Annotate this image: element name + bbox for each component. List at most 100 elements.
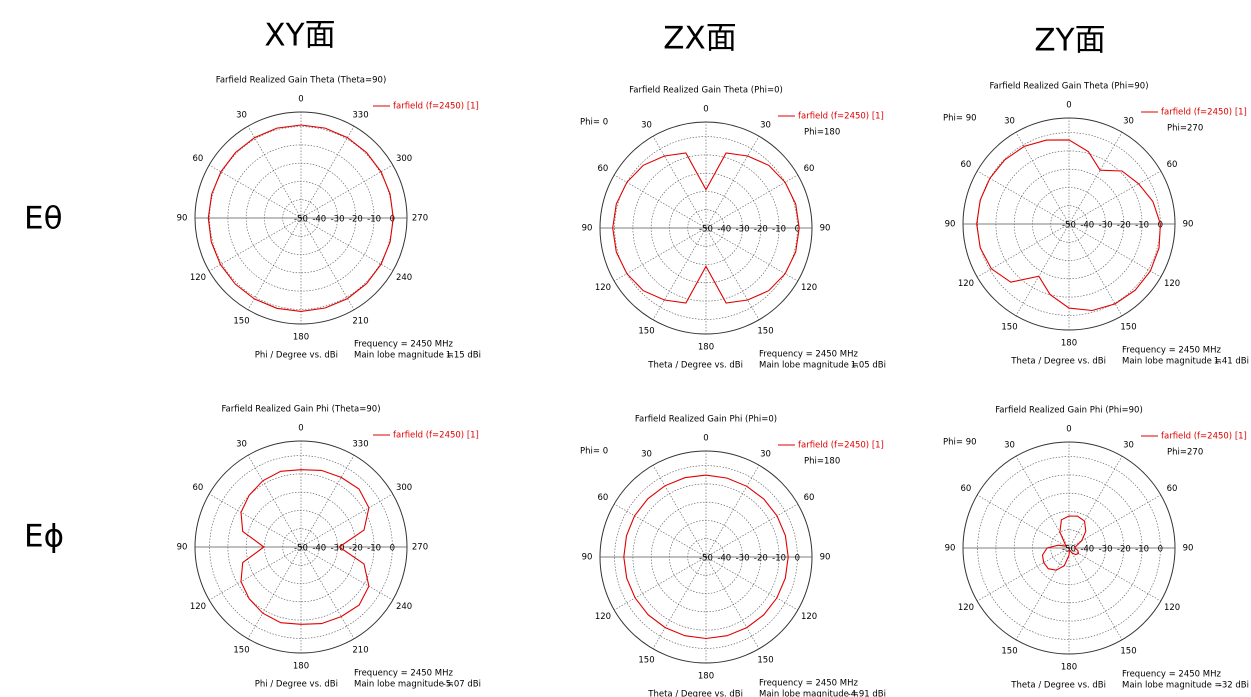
spoke [247,126,302,219]
radial-tick-label: 0 [1158,545,1163,555]
angle-label: 180 [1061,663,1077,673]
angle-label: 90 [1183,220,1194,230]
angle-label: 120 [958,603,974,613]
angle-label: 90 [945,220,956,230]
spoke [1068,132,1123,225]
angle-label: 180 [293,333,309,343]
angle-label: 240 [396,273,412,283]
spoke [1068,170,1161,225]
spoke [977,223,1070,278]
chart-title: Farfield Realized Gain Theta (Phi=0) [629,86,783,96]
angle-label: 210 [352,646,368,656]
row-label: Eϕ [24,519,64,555]
angle-label: 120 [801,283,817,293]
spoke [705,465,760,558]
chart-title: Farfield Realized Gain Phi (Phi=0) [635,415,777,425]
angle-label: 30 [236,439,247,449]
radial-tick-label: -40 [312,215,326,225]
radial-tick-label: -10 [367,544,381,554]
angle-label: 0 [703,434,708,444]
column-header: ZY面 [1034,23,1105,59]
chart-title: Farfield Realized Gain Phi (Theta=90) [221,405,380,415]
spoke [614,174,707,229]
spoke [652,556,707,649]
radial-tick-label: -20 [1117,221,1131,231]
column-header: ZX面 [663,21,736,57]
spoke [1068,547,1123,640]
footer-frequency: Frequency = 2450 MHz [759,350,858,360]
radial-tick-label: -50 [294,544,308,554]
radial-tick-label: -40 [312,544,326,554]
angle-label: 0 [703,105,708,115]
spoke [300,126,355,219]
radial-tick-label: 0 [795,225,800,235]
radial-tick-label: -20 [349,544,363,554]
angle-label: 0 [1066,101,1071,111]
angle-label: 210 [352,317,368,327]
side-label: Phi= 0 [580,118,608,128]
spoke [1068,547,1161,602]
angle-label: 60 [961,484,972,494]
radial-tick-label: -50 [294,215,308,225]
angle-label: 30 [1123,440,1134,450]
angle-label: 180 [1061,339,1077,349]
spoke [977,170,1070,225]
side-label: Phi=270 [1167,448,1203,458]
radial-tick-label: -30 [1099,545,1113,555]
legend-label: farfield (f=2450) [1] [1161,432,1247,442]
radial-tick-label: -10 [772,554,786,564]
spoke [247,217,302,310]
spoke [1068,456,1123,549]
footer-frequency: Frequency = 2450 MHz [759,679,858,689]
pattern-curve [623,474,789,640]
angle-label: 180 [698,343,714,353]
angle-label: 150 [757,327,773,337]
angle-label: 90 [820,224,831,234]
legend-label: farfield (f=2450) [1] [798,441,884,451]
footer-main-lobe-value: 1.41 dBi [1214,357,1249,367]
side-label: Phi=270 [1167,124,1203,134]
angle-label: 180 [698,672,714,682]
footer-axis-label: Theta / Degree vs. dBi [647,361,743,371]
spoke [209,164,302,219]
spoke [614,556,707,611]
angle-label: 60 [598,164,609,174]
footer-main-lobe-label: Main lobe magnitude = [759,690,859,697]
spoke [209,546,302,601]
angle-label: 120 [190,273,206,283]
side-label: Phi= 90 [943,438,977,448]
side-label: Phi= 90 [943,114,977,124]
angle-label: 150 [1120,323,1136,333]
angle-label: 30 [641,449,652,459]
radial-tick-label: -10 [1135,221,1149,231]
chart-title: Farfield Realized Gain Theta (Phi=90) [989,82,1148,92]
angle-label: 0 [298,95,303,105]
footer-axis-label: Theta / Degree vs. dBi [647,690,743,697]
footer-main-lobe-value: -5.07 dBi [443,680,481,690]
radial-tick-label: -10 [367,215,381,225]
angle-label: 90 [1183,544,1194,554]
footer-main-lobe-label: Main lobe magnitude = [354,351,454,361]
radial-tick-label: 0 [795,554,800,564]
spoke [1068,223,1123,316]
angle-label: 60 [961,160,972,170]
footer-axis-label: Phi / Degree vs. dBi [255,351,338,361]
spoke [705,136,760,229]
angle-label: 30 [1004,116,1015,126]
spoke [300,164,393,219]
angle-label: 30 [760,449,771,459]
radial-tick-label: -40 [1080,545,1094,555]
radial-tick-label: -20 [349,215,363,225]
spoke [300,217,393,272]
spoke [705,556,760,649]
angle-label: 30 [760,120,771,130]
chart-title: Farfield Realized Gain Phi (Phi=90) [995,406,1143,416]
spoke [300,455,355,548]
angle-label: 330 [352,439,368,449]
footer-main-lobe-label: Main lobe magnitude = [354,680,454,690]
radial-tick-label: -40 [717,225,731,235]
footer-main-lobe-label: Main lobe magnitude = [759,361,859,371]
spoke [1015,223,1070,316]
spoke [705,174,798,229]
spoke [300,546,355,639]
